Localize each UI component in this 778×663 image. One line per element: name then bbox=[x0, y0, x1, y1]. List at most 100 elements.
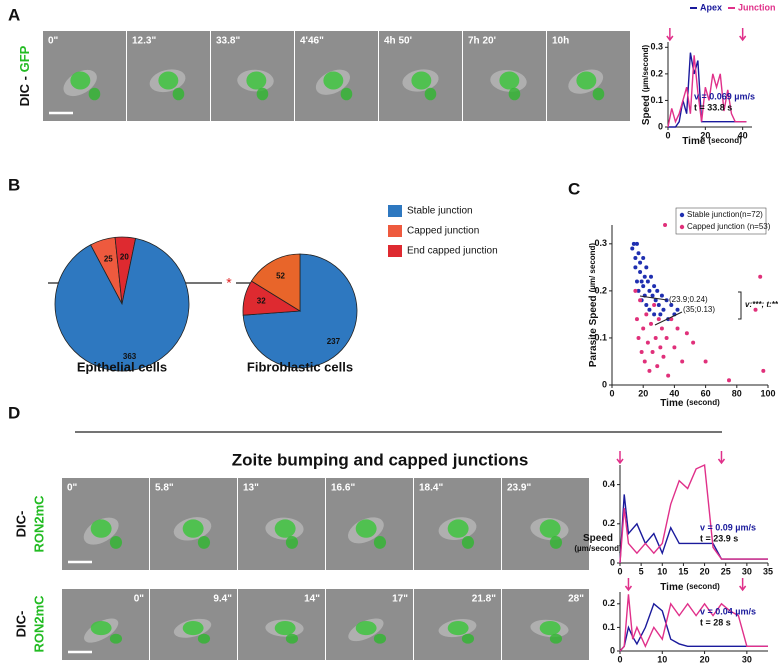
scatter-point bbox=[666, 373, 671, 378]
micrograph bbox=[502, 478, 589, 570]
scatter-point bbox=[639, 350, 644, 355]
x-tick-label: 0 bbox=[617, 566, 622, 576]
scatter-point bbox=[650, 350, 655, 355]
micrograph bbox=[238, 478, 325, 570]
x-tick-label: 60 bbox=[701, 388, 711, 398]
scatter-point bbox=[659, 293, 664, 298]
fluorescence bbox=[508, 87, 521, 101]
timestamp: 28" bbox=[568, 594, 584, 605]
scatter-point bbox=[658, 312, 663, 317]
row-label: DIC - GFP bbox=[17, 45, 32, 106]
x-axis-label-main: Time bbox=[660, 398, 684, 409]
panel-label: C bbox=[568, 179, 580, 198]
y-tick-label: 0.1 bbox=[650, 95, 663, 105]
scatter-point bbox=[634, 279, 639, 284]
fluorescence bbox=[499, 71, 520, 90]
scatter-point bbox=[636, 335, 641, 340]
timestamp: 23.9" bbox=[507, 483, 531, 494]
fluorescence bbox=[461, 633, 475, 644]
series-line bbox=[667, 55, 747, 128]
scatter-point bbox=[636, 251, 641, 256]
scatter-point bbox=[647, 288, 652, 293]
micrograph bbox=[547, 31, 630, 121]
timestamp: 9.4" bbox=[213, 594, 232, 605]
y-axis-label: Parasite Speed (µm/ second) bbox=[588, 243, 599, 368]
scatter-point bbox=[672, 345, 677, 350]
micrograph bbox=[295, 31, 378, 121]
scatter-point bbox=[641, 326, 646, 331]
panel-label: D bbox=[8, 403, 20, 422]
pie-slice bbox=[250, 253, 301, 312]
event-arrow bbox=[739, 28, 747, 42]
timestamp: 16.6" bbox=[331, 483, 355, 494]
fluorescence bbox=[447, 620, 469, 636]
scatter-point bbox=[655, 364, 660, 369]
scatter-point bbox=[633, 255, 638, 260]
fluorescence bbox=[323, 71, 344, 90]
scatter-point bbox=[644, 312, 649, 317]
timestamp: 4h 50' bbox=[384, 36, 412, 47]
event-arrow bbox=[739, 578, 747, 592]
scatter-point bbox=[634, 317, 639, 322]
scatter-point bbox=[675, 307, 680, 312]
event-arrow bbox=[624, 578, 633, 592]
annotation: v = 0.069 µm/s bbox=[694, 91, 755, 101]
x-axis-label-unit: (second) bbox=[686, 398, 720, 407]
fluorescence bbox=[373, 535, 387, 549]
micrograph bbox=[414, 589, 501, 660]
fluorescence bbox=[246, 71, 267, 90]
slice-label: 363 bbox=[123, 352, 137, 361]
y-axis-label-unit: (µm/second) bbox=[641, 45, 650, 93]
scatter-point bbox=[644, 303, 649, 307]
y-tick-label: 0 bbox=[610, 645, 615, 655]
scatter-point bbox=[761, 368, 766, 373]
timestamp: 21.8" bbox=[472, 594, 496, 605]
legend-swatch bbox=[388, 245, 402, 257]
legend-marker bbox=[679, 224, 685, 230]
fluorescence bbox=[539, 519, 561, 538]
scatter-point bbox=[659, 326, 664, 331]
slice-label: 32 bbox=[257, 297, 266, 306]
scatter-point bbox=[669, 303, 674, 307]
scatter-point bbox=[663, 223, 668, 227]
x-axis-label: Time (second) bbox=[660, 398, 720, 409]
panel-label: A bbox=[8, 5, 20, 24]
scatter-point bbox=[653, 298, 658, 303]
x-tick-label: 20 bbox=[700, 566, 710, 576]
scatter-point bbox=[649, 274, 653, 279]
annotation: v:***; t:** bbox=[745, 300, 778, 309]
row-label-part: DIC - bbox=[17, 72, 32, 106]
fluorescence bbox=[549, 633, 563, 644]
legend-swatch bbox=[388, 205, 402, 217]
x-tick-label: 30 bbox=[742, 566, 752, 576]
scatter-point bbox=[691, 340, 696, 345]
x-tick-label: 25 bbox=[721, 566, 731, 576]
timestamp: 33.8" bbox=[216, 36, 240, 47]
fluorescence bbox=[88, 87, 101, 101]
slice-label: 20 bbox=[120, 252, 129, 261]
scatter-point bbox=[642, 274, 647, 279]
row-label: DIC- bbox=[13, 511, 28, 538]
annotation: (35;0.13) bbox=[683, 305, 715, 314]
scatter-point bbox=[653, 335, 658, 340]
fluorescence bbox=[90, 620, 112, 636]
legend-label: End capped junction bbox=[407, 246, 498, 257]
micrograph bbox=[502, 589, 589, 660]
fluorescence bbox=[461, 535, 475, 549]
scatter-point bbox=[636, 288, 641, 293]
y-tick-label: 0.2 bbox=[602, 518, 615, 528]
annotation: (23.9;0.24) bbox=[669, 295, 708, 304]
legend-swatch bbox=[388, 225, 402, 237]
timestamp: 18.4" bbox=[419, 483, 443, 494]
y-axis-label: Speed (µm/second) bbox=[641, 45, 652, 126]
legend-label: Capped junction (n=53) bbox=[687, 222, 771, 231]
x-tick-label: 20 bbox=[700, 130, 710, 140]
timestamp: 5.8" bbox=[155, 483, 174, 494]
event-arrow bbox=[666, 28, 674, 42]
x-axis-label-unit: (second) bbox=[686, 582, 720, 591]
x-axis-label-main: Time bbox=[682, 136, 706, 147]
y-axis-label-main: Speed bbox=[641, 95, 652, 125]
x-tick-label: 30 bbox=[742, 654, 752, 663]
slice-label: 52 bbox=[276, 271, 285, 280]
timestamp: 7h 20' bbox=[468, 36, 496, 47]
